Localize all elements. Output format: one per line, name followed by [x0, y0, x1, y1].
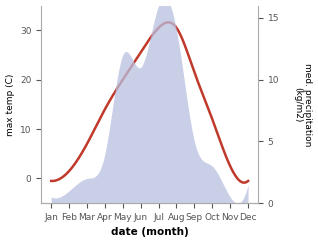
Y-axis label: med. precipitation
(kg/m2): med. precipitation (kg/m2) [293, 63, 313, 146]
Y-axis label: max temp (C): max temp (C) [5, 73, 15, 136]
X-axis label: date (month): date (month) [111, 227, 189, 237]
